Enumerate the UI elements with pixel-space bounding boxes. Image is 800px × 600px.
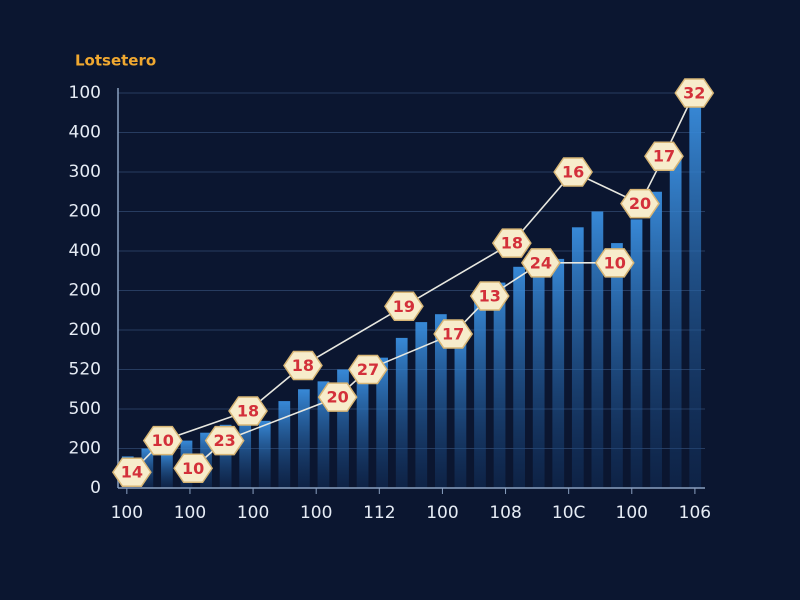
y-tick-label: 500 bbox=[69, 399, 101, 419]
marker-label: 18 bbox=[237, 401, 259, 420]
marker-label: 24 bbox=[530, 253, 552, 272]
y-tick-label: 400 bbox=[69, 123, 101, 143]
y-tick-label: 400 bbox=[69, 241, 101, 261]
hex-marker bbox=[173, 453, 214, 483]
marker-label: 16 bbox=[562, 163, 584, 182]
bar bbox=[669, 152, 682, 488]
bar bbox=[630, 219, 643, 488]
marker-label: 10 bbox=[604, 253, 626, 272]
bar bbox=[239, 416, 252, 488]
hex-marker bbox=[142, 425, 183, 456]
marker-label: 10 bbox=[182, 459, 204, 478]
marker-label: 20 bbox=[629, 194, 651, 213]
hex-marker bbox=[520, 248, 561, 278]
bar bbox=[376, 357, 389, 488]
hex-marker bbox=[283, 350, 323, 381]
y-tick-label: 200 bbox=[69, 202, 101, 222]
y-tick-label: 520 bbox=[69, 360, 101, 380]
y-tick-label: 0 bbox=[90, 478, 101, 498]
x-tick-label: 10C bbox=[552, 503, 586, 523]
bar bbox=[219, 424, 232, 488]
hex-marker bbox=[433, 319, 474, 349]
bar bbox=[258, 420, 271, 488]
marker-label: 17 bbox=[653, 147, 675, 166]
y-tick-label: 200 bbox=[69, 281, 101, 301]
x-tick-label: 106 bbox=[679, 503, 711, 523]
bar bbox=[513, 266, 525, 488]
y-tick-label: 300 bbox=[69, 162, 101, 182]
hex-marker bbox=[111, 457, 152, 487]
hex-marker bbox=[491, 228, 532, 258]
bar bbox=[474, 298, 486, 488]
hex-marker bbox=[620, 188, 660, 219]
bar bbox=[278, 401, 291, 488]
x-tick-label: 100 bbox=[237, 503, 269, 523]
x-tick-label: 108 bbox=[489, 503, 521, 523]
hex-marker bbox=[348, 354, 388, 385]
bar bbox=[395, 337, 408, 488]
hex-marker bbox=[469, 281, 510, 311]
bar bbox=[650, 191, 662, 488]
bar bbox=[415, 322, 428, 488]
marker-label: 13 bbox=[479, 287, 501, 306]
bar bbox=[454, 330, 467, 488]
bar bbox=[298, 389, 310, 488]
marker-label: 23 bbox=[214, 431, 236, 450]
hex-marker bbox=[204, 425, 245, 456]
x-tick-label: 100 bbox=[300, 503, 332, 523]
y-tick-label: 200 bbox=[69, 439, 101, 459]
chart-title: Lotsetero bbox=[75, 52, 156, 70]
x-tick-label: 100 bbox=[111, 503, 143, 523]
marker-label: 18 bbox=[292, 356, 314, 375]
y-tick-label: 200 bbox=[69, 320, 101, 340]
marker-label: 14 bbox=[121, 463, 143, 482]
hex-marker bbox=[384, 291, 424, 322]
hex-marker bbox=[674, 78, 715, 108]
bar bbox=[356, 373, 369, 488]
bar bbox=[161, 452, 173, 488]
marker-label: 17 bbox=[442, 324, 464, 343]
bar bbox=[532, 251, 545, 488]
marker-label: 18 bbox=[501, 234, 523, 253]
hex-marker bbox=[594, 248, 635, 278]
bar bbox=[317, 381, 330, 488]
x-tick-label: 100 bbox=[174, 503, 206, 523]
y-tick-label: 100 bbox=[69, 83, 101, 103]
marker-label: 32 bbox=[683, 84, 705, 103]
series-line bbox=[131, 92, 695, 473]
bar bbox=[571, 227, 584, 489]
x-tick-label: 112 bbox=[363, 503, 395, 523]
hex-marker bbox=[228, 396, 268, 426]
bar bbox=[337, 369, 349, 488]
marker-label: 27 bbox=[357, 360, 379, 379]
marker-label: 10 bbox=[152, 431, 174, 450]
bar bbox=[493, 282, 506, 488]
bar bbox=[689, 100, 702, 489]
bar bbox=[611, 243, 623, 488]
hex-marker bbox=[317, 382, 358, 412]
bar bbox=[434, 314, 447, 488]
hex-marker bbox=[553, 157, 593, 187]
bar bbox=[552, 258, 565, 488]
x-tick-label: 100 bbox=[616, 503, 648, 523]
marker-label: 20 bbox=[327, 388, 349, 407]
hex-marker bbox=[644, 141, 684, 171]
bar bbox=[591, 211, 604, 488]
marker-label: 19 bbox=[393, 297, 415, 316]
x-tick-label: 100 bbox=[426, 503, 458, 523]
